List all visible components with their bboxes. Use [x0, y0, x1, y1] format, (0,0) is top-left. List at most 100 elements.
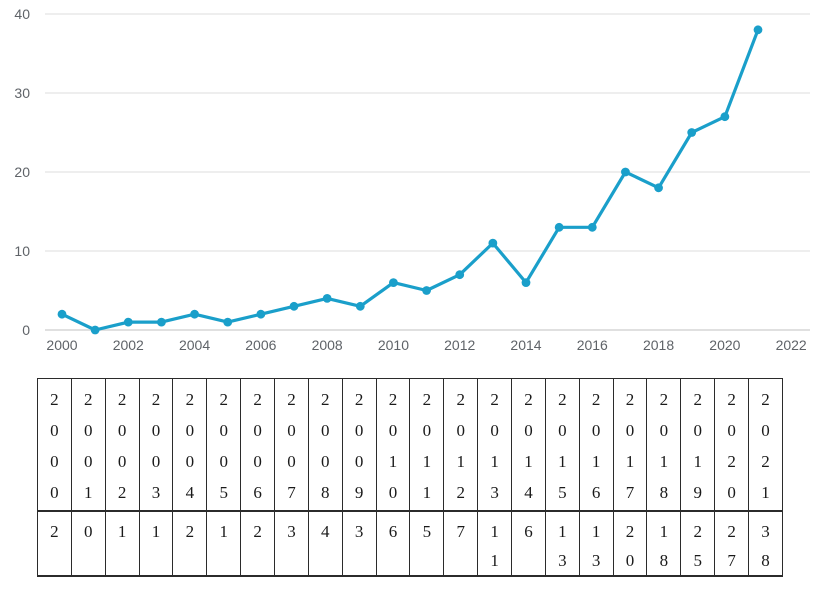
- stacked-digit: 8: [659, 483, 669, 502]
- stacked-digit: 1: [591, 452, 601, 471]
- count-value-cell: 1: [104, 510, 140, 577]
- stacked-digit: 2: [253, 390, 262, 409]
- count-value-cell: 4: [307, 510, 343, 577]
- stacked-digit: 0: [456, 421, 465, 440]
- stacked-digit: 0: [219, 452, 228, 471]
- data-point-marker: [488, 238, 498, 248]
- x-tick-label: 2022: [776, 337, 807, 353]
- data-point-marker: [90, 325, 100, 335]
- stacked-digit: 2: [490, 390, 499, 409]
- data-point-marker: [587, 222, 597, 232]
- stacked-digit: 1: [422, 452, 432, 471]
- count-value-cell: 7: [443, 510, 479, 577]
- stacked-digit: 0: [253, 452, 262, 471]
- stacked-digit: 0: [151, 421, 161, 440]
- stacked-digit: 2: [625, 522, 635, 541]
- stacked-digit: 1: [84, 483, 93, 502]
- stacked-digit: 1: [490, 452, 499, 471]
- x-tick-label: 2010: [378, 337, 409, 353]
- stacked-digit: 1: [490, 522, 499, 541]
- x-tick-label: 2014: [510, 337, 541, 353]
- stacked-digit: 2: [185, 522, 195, 541]
- data-point-marker: [123, 317, 133, 327]
- data-point-marker: [687, 128, 697, 137]
- stacked-digit: 2: [727, 452, 736, 471]
- data-point-marker: [389, 278, 398, 287]
- stacked-digit: 6: [388, 522, 398, 541]
- x-tick-label: 2018: [643, 337, 674, 353]
- stacked-digit: 4: [524, 483, 533, 502]
- stacked-digit: 2: [287, 390, 296, 409]
- count-value-cell: 2: [37, 510, 72, 577]
- count-value-cell: 3: [274, 510, 309, 577]
- data-point-marker: [190, 309, 199, 319]
- count-value-cell: 0: [70, 510, 106, 577]
- stacked-digit: 0: [84, 421, 93, 440]
- stacked-digit: 1: [659, 522, 669, 541]
- data-point-marker: [157, 317, 166, 327]
- count-value-cell: 1: [138, 510, 174, 577]
- stacked-digit: 2: [185, 390, 195, 409]
- stacked-digit: 2: [151, 390, 161, 409]
- stacked-digit: 1: [490, 551, 499, 570]
- stacked-digit: 2: [456, 390, 465, 409]
- stacked-digit: 0: [558, 421, 567, 440]
- stacked-digit: 2: [558, 390, 567, 409]
- stacked-digit: 6: [253, 483, 262, 502]
- stacked-digit: 0: [625, 551, 635, 570]
- stacked-digit: 0: [50, 483, 59, 502]
- stacked-digit: 2: [84, 390, 93, 409]
- stacked-digit: 2: [117, 483, 127, 502]
- stacked-digit: 0: [321, 421, 330, 440]
- x-tick-label: 2000: [46, 337, 77, 353]
- stacked-digit: 8: [321, 483, 330, 502]
- data-point-marker: [57, 309, 67, 319]
- data-point-marker: [223, 317, 233, 327]
- stacked-digit: 0: [84, 452, 93, 471]
- stacked-digit: 2: [761, 390, 770, 409]
- stacked-digit: 2: [727, 390, 736, 409]
- stacked-digit: 0: [151, 452, 161, 471]
- stacked-digit: 7: [287, 483, 296, 502]
- stacked-digit: 5: [693, 551, 703, 570]
- stacked-digit: 9: [693, 483, 703, 502]
- stacked-digit: 1: [422, 483, 432, 502]
- stacked-digit: 2: [524, 390, 533, 409]
- stacked-digit: 0: [219, 421, 228, 440]
- data-point-marker: [554, 222, 564, 232]
- stacked-digit: 5: [558, 483, 567, 502]
- stacked-digit: 0: [591, 421, 601, 440]
- stacked-digit: 0: [388, 483, 398, 502]
- data-point-marker: [521, 278, 531, 287]
- stacked-digit: 2: [693, 390, 703, 409]
- stacked-digit: 0: [388, 421, 398, 440]
- stacked-digit: 0: [524, 421, 533, 440]
- stacked-digit: 1: [693, 452, 703, 471]
- data-point-marker: [256, 309, 266, 319]
- x-tick-label: 2016: [577, 337, 608, 353]
- count-value-cell: 2: [240, 510, 276, 577]
- data-point-marker: [422, 286, 431, 295]
- stacked-digit: 1: [625, 452, 635, 471]
- x-tick-label: 2002: [113, 337, 144, 353]
